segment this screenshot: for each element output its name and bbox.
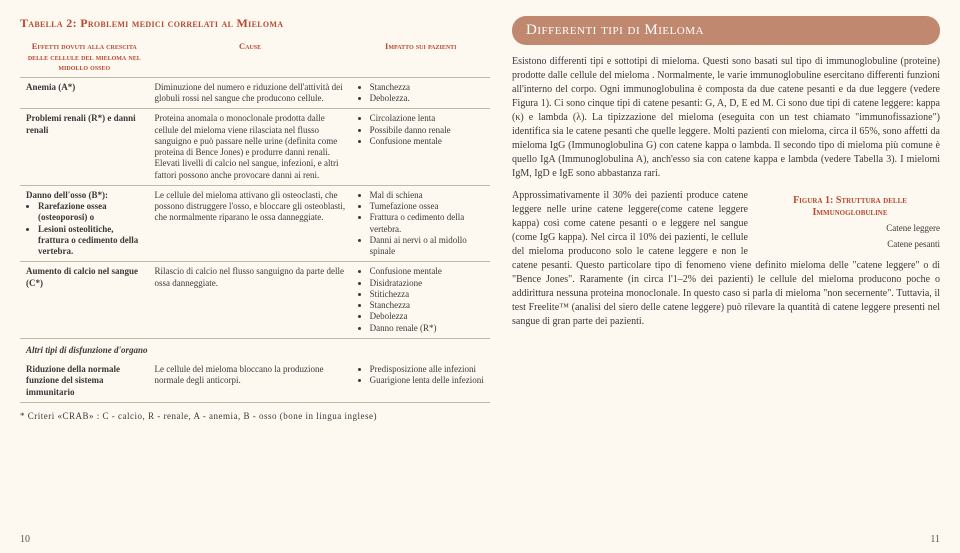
right-column: Differenti tipi di Mieloma Esistono diff…: [512, 16, 940, 543]
table-row-cause: Proteina anomala o monoclonale prodotta …: [149, 109, 352, 186]
table-row-impact: Mal di schienaTumefazione osseaFrattura …: [352, 185, 490, 262]
figure-block: Figura 1: Struttura delle Immunoglobulin…: [760, 195, 940, 250]
table-row-effect: Problemi renali (R*) e danni renali: [20, 109, 149, 186]
table-row-cause: Le cellule del mieloma bloccano la produ…: [149, 360, 352, 402]
page-number-left: 10: [20, 534, 30, 545]
figure-title: Figura 1: Struttura delle Immunoglobulin…: [760, 195, 940, 219]
table-row-cause: Le cellule del mieloma attivano gli oste…: [149, 185, 352, 262]
paragraph-2-wrap: Figura 1: Struttura delle Immunoglobulin…: [512, 189, 940, 329]
table-row-effect: Aumento di calcio nel sangue (C*): [20, 262, 149, 339]
table-row-cause: Diminuzione del numero e riduzione dell'…: [149, 77, 352, 109]
table-row-impact: Circolazione lentaPossibile danno renale…: [352, 109, 490, 186]
figure-caption-1: Catene leggere: [760, 223, 940, 235]
footnote: * Criteri «CRAB» : C - calcio, R - renal…: [20, 411, 490, 421]
page-number-right: 11: [930, 534, 940, 545]
th-effects: Effetti dovuti alla crescita delle cellu…: [20, 37, 149, 77]
medical-table: Effetti dovuti alla crescita delle cellu…: [20, 37, 490, 403]
paragraph-1: Esistono differenti tipi e sottotipi di …: [512, 55, 940, 181]
figure-caption-2: Catene pesanti: [760, 239, 940, 251]
table-row-effect: Danno dell'osso (B*):Rarefazione ossea (…: [20, 185, 149, 262]
th-cause: Cause: [149, 37, 352, 77]
table-row-impact: Predisposizione alle infezioniGuarigione…: [352, 360, 490, 402]
th-impact: Impatto sui pazienti: [352, 37, 490, 77]
page-spread: Tabella 2: Problemi medici correlati al …: [0, 0, 960, 553]
section-divider: Altri tipi di disfunzione d'organo: [20, 338, 490, 360]
left-column: Tabella 2: Problemi medici correlati al …: [20, 16, 490, 543]
table-row-effect: Anemia (A*): [20, 77, 149, 109]
table-row-impact: StanchezzaDebolezza.: [352, 77, 490, 109]
table-row-impact: Confusione mentaleDisidratazioneStitiche…: [352, 262, 490, 339]
section-heading: Differenti tipi di Mieloma: [512, 16, 940, 45]
table-row-cause: Rilascio di calcio nel flusso sanguigno …: [149, 262, 352, 339]
table-title: Tabella 2: Problemi medici correlati al …: [20, 16, 490, 31]
table-row-effect: Riduzione della normale funzione del sis…: [20, 360, 149, 402]
